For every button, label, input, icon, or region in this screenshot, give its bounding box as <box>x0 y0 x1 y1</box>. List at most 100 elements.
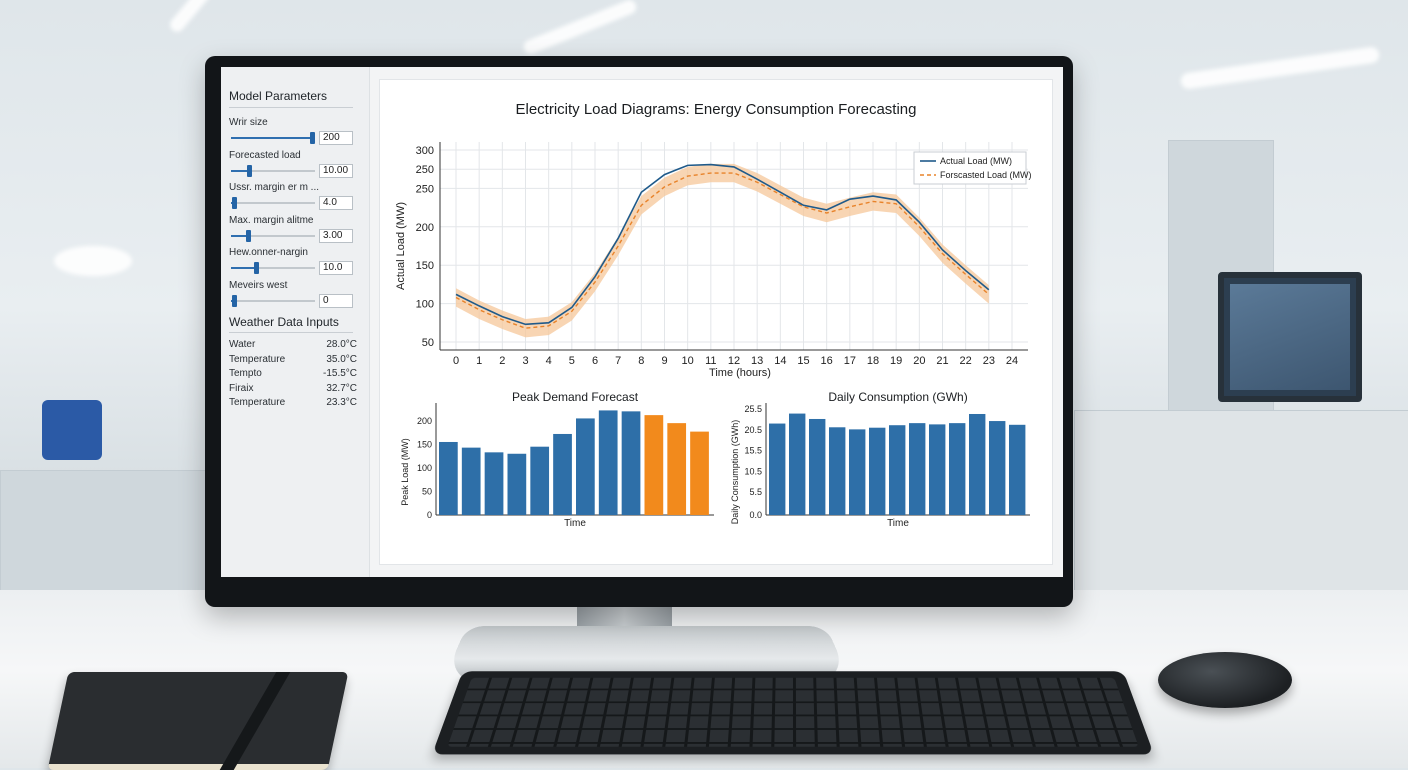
legend-box <box>913 151 1027 185</box>
forecast-load-line <box>455 172 990 329</box>
slider-handle[interactable] <box>247 164 253 177</box>
param-value-input[interactable]: 10.0 <box>319 261 353 275</box>
ceiling-light <box>167 0 217 35</box>
param-value-input[interactable]: 10.00 <box>319 163 353 178</box>
weather-label: Tempto <box>229 368 262 379</box>
lab-equipment <box>42 400 102 460</box>
load-chart: Electricity Load Diagrams: Energy Consum… <box>395 101 1032 379</box>
bar <box>909 423 926 515</box>
slider-handle[interactable] <box>231 294 237 307</box>
param-slider[interactable] <box>231 262 315 274</box>
param-slider[interactable] <box>231 132 316 144</box>
x-axis-label: Time (hours) <box>709 367 771 379</box>
legend-label: Forscasted Load (MW) <box>940 170 1032 180</box>
x-tick-label: 22 <box>960 355 972 367</box>
weather-row: Firaix 32.7°C <box>229 383 357 394</box>
bar <box>989 421 1006 515</box>
weather-label: Temperature <box>229 397 286 408</box>
ceiling-light <box>1179 46 1381 90</box>
x-axis-label: Time <box>564 518 586 529</box>
param-slider[interactable] <box>231 229 315 242</box>
bar <box>621 411 641 515</box>
bar <box>849 429 866 515</box>
x-tick-label: 14 <box>774 355 786 367</box>
y-tick-label: 250 <box>416 164 434 176</box>
forecast-band <box>456 163 989 338</box>
y-tick-label: 300 <box>416 145 434 157</box>
y-tick-label: 20.5 <box>744 425 762 435</box>
x-tick-label: 3 <box>522 355 528 367</box>
weather-label: Water <box>229 339 256 350</box>
notebook <box>47 672 349 770</box>
param-value-input[interactable]: 3.00 <box>319 228 353 243</box>
y-tick-label: 150 <box>417 439 432 449</box>
peak-demand-chart: Peak Demand Forecast 0 50 100 150 200 Time Peak… <box>400 390 714 529</box>
x-tick-label: 5 <box>569 355 575 367</box>
chart-panel: Electricity Load Diagrams: Energy Consum… <box>379 79 1053 565</box>
weather-row: Temperature 23.3°C <box>229 397 357 408</box>
slider-handle[interactable] <box>245 229 251 242</box>
bar <box>929 424 946 515</box>
model-parameters-title: Model Parameters <box>229 89 328 103</box>
divider <box>229 332 353 333</box>
param-value-input[interactable]: 4.0 <box>319 196 353 210</box>
y-tick-label: 100 <box>416 299 434 311</box>
param-slider[interactable] <box>231 164 315 177</box>
bar <box>690 431 709 515</box>
x-tick-label: 0 <box>453 355 459 367</box>
x-tick-label: 17 <box>844 355 856 367</box>
y-axis-label: Peak Load (MW) <box>400 438 410 506</box>
y-tick-label: 15.5 <box>744 446 762 456</box>
y-tick-label: 200 <box>416 222 434 234</box>
slider-handle[interactable] <box>310 132 316 144</box>
bar <box>461 447 481 515</box>
x-tick-label: 16 <box>821 355 833 367</box>
legend-label: Actual Load (MW) <box>940 156 1012 166</box>
slider-handle[interactable] <box>254 262 260 274</box>
weather-inputs-title: Weather Data Inputs <box>229 315 339 329</box>
bar <box>667 423 687 515</box>
chart-title: Daily Consumption (GWh) <box>828 390 967 404</box>
y-tick-label: 50 <box>422 486 432 496</box>
bar <box>949 423 966 515</box>
y-tick-label: 0 <box>427 510 432 520</box>
bar <box>484 452 504 515</box>
param-label: Meveirs west <box>229 279 288 291</box>
y-axis-label: Daily Consumption (GWh) <box>730 420 740 525</box>
sidebar: Model Parameters Wrir size 200 Forecasted … <box>221 67 370 577</box>
weather-value: 23.3°C <box>326 397 357 408</box>
y-tick-label: 100 <box>417 463 432 473</box>
x-tick-label: 8 <box>638 355 644 367</box>
bar <box>530 446 550 515</box>
weather-row: Temperature 35.0°C <box>229 354 357 365</box>
bar <box>809 418 826 515</box>
param-value-input[interactable]: 0 <box>319 293 353 308</box>
param-label: Forecasted load <box>229 149 301 161</box>
weather-label: Firaix <box>229 382 254 394</box>
param-slider[interactable] <box>231 197 315 209</box>
bar <box>829 427 846 515</box>
param-label: Wrir size <box>229 117 268 128</box>
weather-value: 32.7°C <box>326 382 357 394</box>
param-value-input[interactable]: 200 <box>319 131 353 145</box>
slider-handle[interactable] <box>231 197 237 209</box>
x-tick-label: 11 <box>705 355 716 367</box>
y-tick-label: 5.5 <box>749 487 762 497</box>
x-axis-label: Time <box>887 518 909 529</box>
desk-lamp <box>54 246 132 276</box>
x-tick-label: 12 <box>728 355 740 367</box>
keyboard <box>432 671 1154 755</box>
y-tick-label: 10.5 <box>744 466 762 476</box>
y-tick-label: 50 <box>422 337 434 349</box>
bar <box>439 441 458 515</box>
monitor-screen: Model Parameters Wrir size 200 Forecasted … <box>221 67 1063 577</box>
x-tick-label: 2 <box>499 355 505 367</box>
x-tick-label: 20 <box>913 355 925 367</box>
bar <box>553 433 572 515</box>
chart-title: Electricity Load Diagrams: Energy Consum… <box>515 101 916 118</box>
ceiling-light <box>521 0 639 56</box>
bar <box>644 415 664 515</box>
y-tick-label: 25.5 <box>744 404 762 414</box>
x-tick-label: 24 <box>1006 355 1018 367</box>
param-slider[interactable] <box>231 294 315 307</box>
